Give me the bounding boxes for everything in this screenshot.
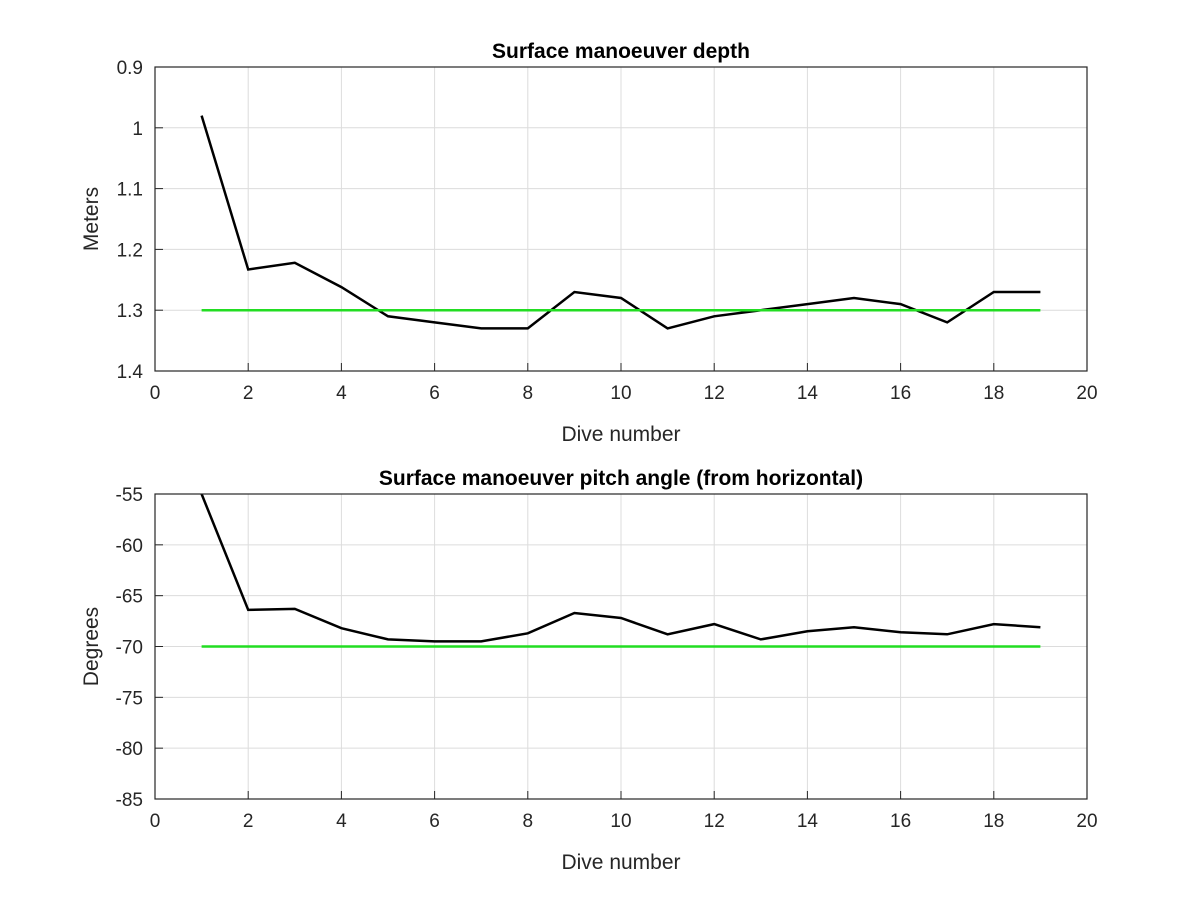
depth-y-tick-label: 1: [132, 119, 143, 140]
depth-y-tick-label: 1.2: [117, 240, 143, 261]
depth-x-tick-label: 0: [150, 383, 161, 404]
depth-chart-title: Surface manoeuver depth: [492, 40, 750, 63]
pitch-x-tick-label: 6: [429, 811, 440, 832]
depth-series-group: [200, 115, 1041, 330]
depth-x-tick-label: 12: [704, 383, 725, 404]
pitch-x-tick-label: 12: [704, 811, 725, 832]
depth-x-tick-label: 18: [983, 383, 1004, 404]
pitch-x-tick-label: 18: [983, 811, 1004, 832]
depth-measured-series-line: [200, 115, 1041, 330]
pitch-subplot: 0 2 4 6 8 10 12 14 16 18 20 -55 -60 -65 -70 -75 -80 -85 S…: [80, 467, 1098, 874]
depth-x-tick-label: 4: [336, 383, 347, 404]
pitch-x-tick-label: 20: [1076, 811, 1097, 832]
depth-tick-labels: 0 2 4 6 8 10 12 14 16 18 20 0.9 1 1.1 1.2 1.3 1.4: [117, 58, 1098, 404]
pitch-y-tick-label: -60: [116, 536, 143, 557]
depth-y-tick-label: 1.1: [117, 180, 143, 201]
pitch-x-tick-label: 16: [890, 811, 911, 832]
depth-y-axis-label: Meters: [80, 187, 103, 251]
depth-y-tick-label: 1.3: [117, 301, 143, 322]
depth-subplot: 0 2 4 6 8 10 12 14 16 18 20 0.9 1 1.1 1.2 1.3 1.4 Surfac…: [80, 40, 1098, 446]
depth-y-tick-label: 0.9: [117, 58, 143, 79]
depth-x-tick-label: 10: [610, 383, 631, 404]
pitch-y-tick-label: -65: [116, 587, 143, 608]
pitch-y-axis-label: Degrees: [80, 607, 103, 686]
pitch-series-group: [200, 493, 1041, 648]
pitch-x-tick-label: 4: [336, 811, 347, 832]
depth-x-axis-label: Dive number: [561, 423, 680, 446]
depth-x-tick-label: 6: [429, 383, 440, 404]
pitch-y-tick-label: -55: [116, 485, 143, 506]
depth-x-tick-label: 16: [890, 383, 911, 404]
depth-x-tick-label: 2: [243, 383, 254, 404]
pitch-measured-series-line: [200, 493, 1041, 643]
pitch-y-tick-label: -75: [116, 688, 143, 709]
depth-x-tick-label: 8: [523, 383, 534, 404]
pitch-chart-title: Surface manoeuver pitch angle (from hori…: [379, 467, 863, 490]
pitch-tick-labels: 0 2 4 6 8 10 12 14 16 18 20 -55 -60 -65 -70 -75 -80 -85: [116, 485, 1098, 832]
pitch-x-tick-label: 10: [610, 811, 631, 832]
pitch-y-tick-label: -80: [116, 739, 143, 760]
pitch-x-tick-label: 14: [797, 811, 819, 832]
pitch-x-axis-label: Dive number: [561, 851, 680, 874]
depth-y-tick-label: 1.4: [117, 362, 144, 383]
pitch-x-tick-label: 8: [523, 811, 534, 832]
pitch-x-tick-label: 0: [150, 811, 161, 832]
pitch-y-tick-label: -70: [116, 638, 143, 659]
pitch-x-tick-label: 2: [243, 811, 254, 832]
depth-x-tick-label: 14: [797, 383, 819, 404]
pitch-y-tick-label: -85: [116, 790, 143, 811]
depth-x-tick-label: 20: [1076, 383, 1097, 404]
